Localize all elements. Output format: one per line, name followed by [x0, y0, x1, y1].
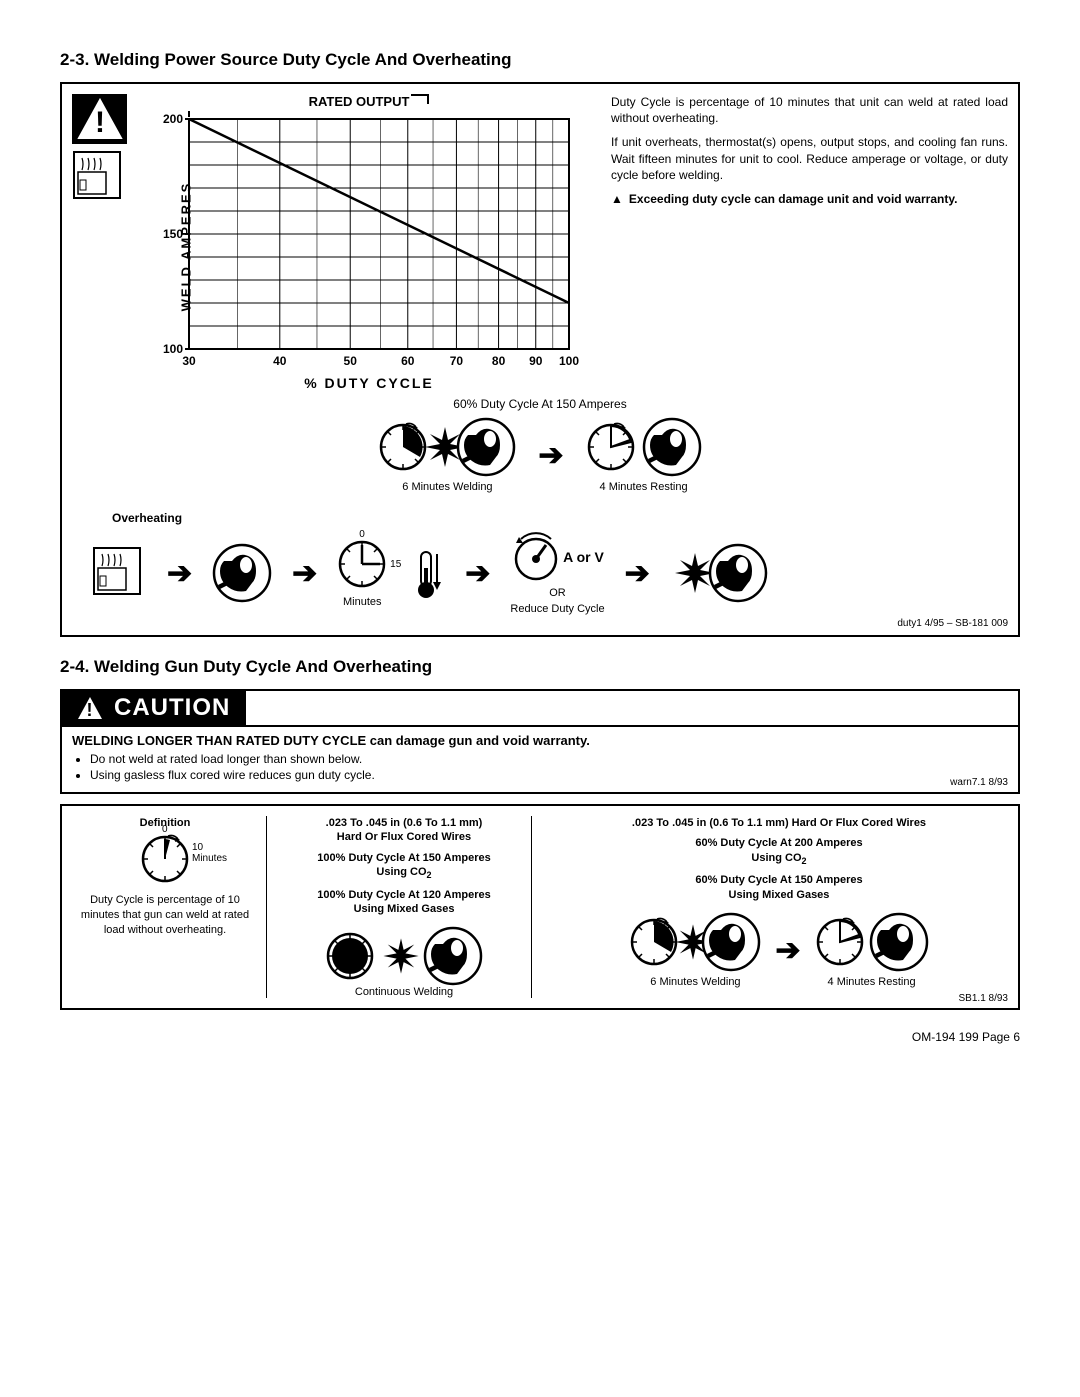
arrow4-icon: ➔ — [465, 556, 490, 591]
or-word: OR — [549, 587, 566, 599]
side-warning: ▲ Exceeding duty cycle can damage unit a… — [611, 191, 1008, 207]
side-text: Duty Cycle is percentage of 10 minutes t… — [611, 94, 1008, 391]
svg-text:100: 100 — [559, 354, 579, 368]
arrow3-icon: ➔ — [292, 556, 317, 591]
c2-l2b: Using Mixed Gases — [354, 903, 455, 915]
thermometer-icon — [407, 548, 445, 598]
caution-body: WELDING LONGER THAN RATED DUTY CYCLE can… — [60, 727, 1020, 794]
overheat-box-icon — [72, 150, 127, 205]
section-heading-1: 2-3. Welding Power Source Duty Cycle And… — [60, 50, 1020, 70]
welder5-icon — [701, 912, 761, 972]
c3-l2a: 60% Duty Cycle At 150 Amperes — [695, 874, 862, 886]
gun-col-60pct: .023 To .045 in (0.6 To 1.1 mm) Hard Or … — [542, 816, 1008, 998]
c3-cap-l: 6 Minutes Welding — [650, 976, 740, 988]
svg-text:!: ! — [87, 700, 94, 720]
c1-ten: 10 — [192, 842, 203, 853]
welder6-icon — [869, 912, 929, 972]
svg-text:60: 60 — [401, 354, 415, 368]
caution-bullet-2: Using gasless flux cored wire reduces gu… — [90, 768, 1008, 782]
minutes-word: Minutes — [343, 596, 382, 608]
duty-cycle-box: RATED OUTPUT WELD AMPERES 10015020030405… — [60, 82, 1020, 637]
c2-h1: .023 To .045 in (0.6 To 1.1 mm) — [326, 817, 483, 829]
caution-word: CAUTION — [114, 694, 230, 722]
caution-footnote: warn7.1 8/93 — [950, 777, 1008, 788]
svg-text:40: 40 — [273, 354, 287, 368]
caution-bar: ! CAUTION — [60, 689, 1020, 727]
c2-l1b: Using CO — [376, 866, 426, 878]
c3-l2b: Using Mixed Gases — [729, 889, 830, 901]
gun-footnote: SB1.1 8/93 — [959, 993, 1008, 1004]
spark3-icon — [379, 934, 423, 978]
side-p1: Duty Cycle is percentage of 10 minutes t… — [611, 94, 1008, 126]
c2-cap: Continuous Welding — [355, 986, 453, 998]
svg-text:90: 90 — [529, 354, 543, 368]
example-title: 60% Duty Cycle At 150 Amperes — [72, 397, 1008, 411]
svg-text:30: 30 — [182, 354, 196, 368]
example-left-caption: 6 Minutes Welding — [402, 481, 492, 493]
chart-xlabel: % DUTY CYCLE — [139, 375, 599, 391]
arrow-icon: ➔ — [538, 438, 563, 473]
svg-text:200: 200 — [163, 112, 183, 126]
svg-text:70: 70 — [450, 354, 464, 368]
def-text: Duty Cycle is percentage of 10 minutes t… — [72, 893, 258, 938]
caution-bullet-1: Do not weld at rated load longer than sh… — [90, 752, 1008, 766]
svg-text:100: 100 — [163, 342, 183, 356]
welder-rest-icon — [642, 417, 702, 477]
warning-icon-column — [72, 94, 127, 391]
gun-col-definition: Definition 0 10 Minutes Duty Cycle is pe… — [72, 816, 267, 998]
example-right-caption: 4 Minutes Resting — [600, 481, 688, 493]
welder-icon — [456, 417, 516, 477]
c3-l1a: 60% Duty Cycle At 200 Amperes — [695, 837, 862, 849]
side-warn-text: Exceeding duty cycle can damage unit and… — [629, 191, 958, 207]
chart-top-label: RATED OUTPUT — [309, 94, 410, 109]
clock-cont-icon — [325, 931, 375, 981]
arrow6-icon: ➔ — [775, 933, 800, 968]
page-footer: OM-194 199 Page 6 — [60, 1030, 1020, 1044]
overheating-label: Overheating — [112, 511, 1008, 525]
caution-triangle-icon: ! — [76, 695, 104, 721]
overheating-row: ➔ ➔ 0 15 Minutes ➔ A or V OR Reduce Duty… — [72, 531, 1008, 625]
welder2-icon — [212, 543, 272, 603]
c2-h2: Hard Or Flux Cored Wires — [337, 831, 471, 843]
duty-cycle-chart: RATED OUTPUT WELD AMPERES 10015020030405… — [139, 94, 599, 391]
arrow2-icon: ➔ — [167, 556, 192, 591]
welder3-icon — [708, 543, 768, 603]
clock-4b-icon — [815, 917, 865, 967]
overheat-box2-icon — [92, 546, 147, 601]
min0: 0 — [359, 529, 365, 540]
clock-10-icon — [140, 834, 190, 884]
box1-footnote: duty1 4/95 – SB-181 009 — [897, 618, 1008, 629]
bullet-triangle-icon: ▲ — [611, 191, 623, 207]
min15: 15 — [390, 559, 401, 570]
welder4-icon — [423, 926, 483, 986]
warning-triangle-icon — [72, 94, 127, 144]
c3-l1b: Using CO — [751, 852, 801, 864]
chart-svg: 10015020030405060708090100 — [139, 111, 579, 371]
c3-h1: .023 To .045 in (0.6 To 1.1 mm) Hard Or … — [632, 816, 926, 830]
svg-text:50: 50 — [344, 354, 358, 368]
knob-icon — [511, 531, 561, 583]
c2-l1a: 100% Duty Cycle At 150 Amperes — [317, 852, 490, 864]
caution-head: WELDING LONGER THAN RATED DUTY CYCLE can… — [72, 733, 1008, 748]
c1-minutes: Minutes — [192, 853, 227, 864]
gun-duty-box: Definition 0 10 Minutes Duty Cycle is pe… — [60, 804, 1020, 1010]
svg-text:80: 80 — [492, 354, 506, 368]
c1-zero: 0 — [162, 824, 168, 835]
clock-15-icon — [337, 539, 387, 589]
c3-cap-r: 4 Minutes Resting — [828, 976, 916, 988]
clock-4min-icon — [586, 422, 636, 472]
reduce-duty: Reduce Duty Cycle — [510, 603, 604, 615]
a-or-v: A or V — [563, 549, 604, 565]
gun-col-100pct: .023 To .045 in (0.6 To 1.1 mm) Hard Or F… — [277, 816, 532, 998]
duty-example-strip: 60% Duty Cycle At 150 Amperes 6 Minutes … — [72, 397, 1008, 493]
side-p2: If unit overheats, thermostat(s) opens, … — [611, 134, 1008, 183]
c2-l2a: 100% Duty Cycle At 120 Amperes — [317, 889, 490, 901]
section-heading-2: 2-4. Welding Gun Duty Cycle And Overheat… — [60, 657, 1020, 677]
chart-ylabel: WELD AMPERES — [178, 182, 193, 312]
arrow5-icon: ➔ — [625, 556, 650, 591]
